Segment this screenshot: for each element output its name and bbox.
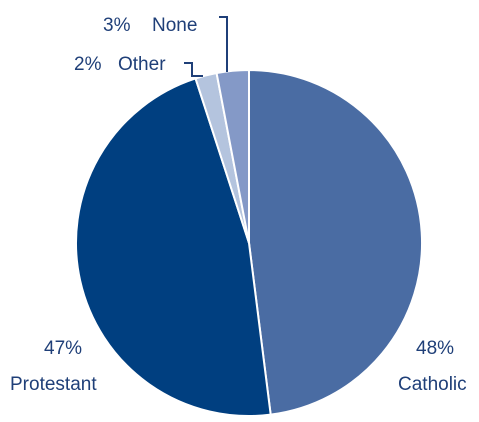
pie-slices <box>74 68 424 418</box>
leader-line-none <box>219 16 228 72</box>
label-none-name: None <box>152 15 197 36</box>
pie-slice-none <box>215 68 250 244</box>
label-catholic-name: Catholic <box>398 374 467 395</box>
label-protestant-name: Protestant <box>10 374 97 395</box>
label-other-name: Other <box>118 54 166 75</box>
label-other-percent: 2% <box>74 54 102 75</box>
pie-slice-catholic <box>248 68 424 416</box>
label-catholic-percent: 48% <box>416 338 454 359</box>
label-none-percent: 3% <box>103 15 131 36</box>
leader-line-other <box>184 62 203 77</box>
label-protestant-percent: 47% <box>44 338 82 359</box>
